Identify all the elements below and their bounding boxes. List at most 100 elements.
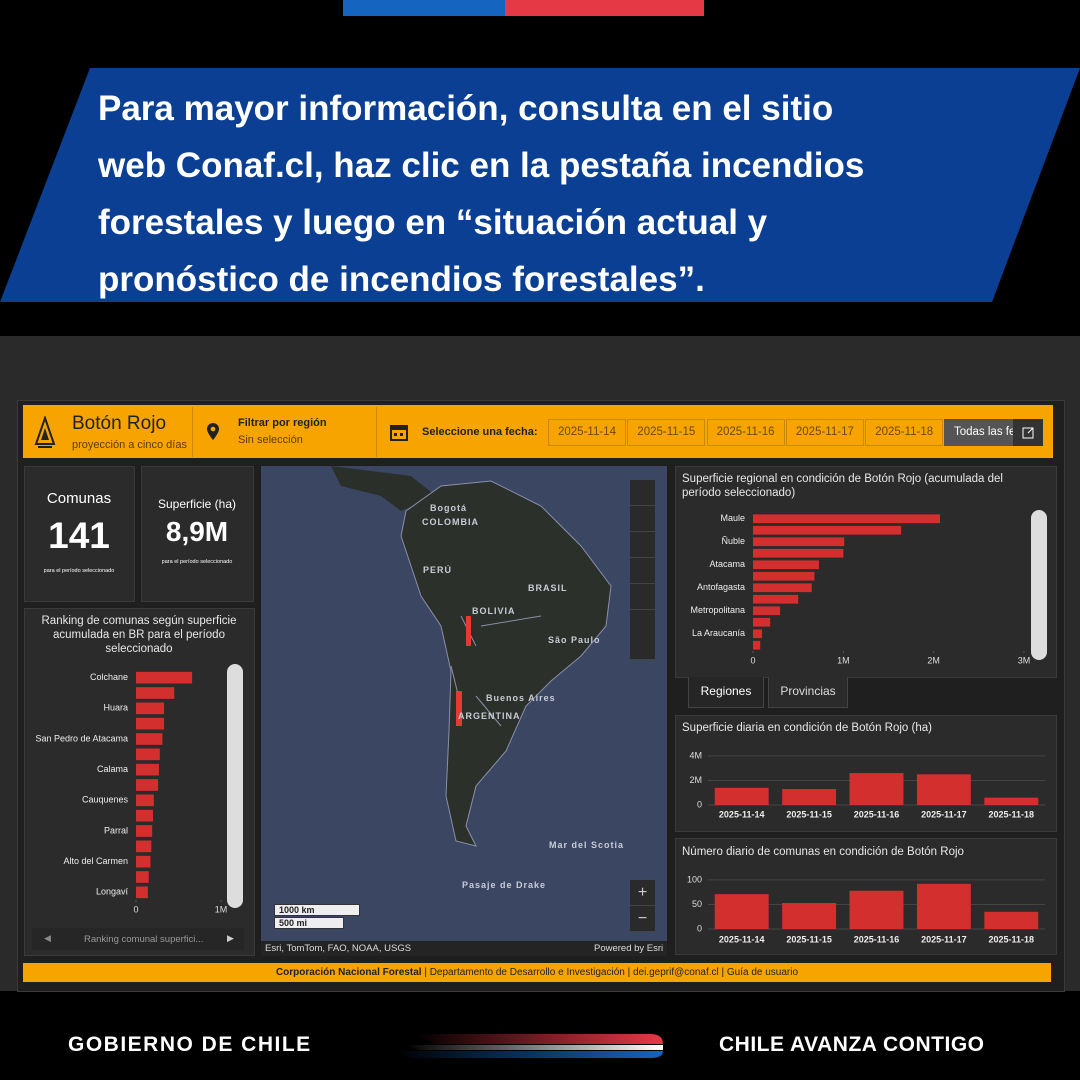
bar: [753, 525, 902, 535]
banner-line: Para mayor información, consulta en el s…: [98, 89, 834, 128]
x-tick-label: 1M: [837, 655, 850, 665]
bar: [753, 606, 781, 616]
bar: [136, 840, 152, 853]
bar: [849, 773, 904, 805]
flag-blue: [343, 0, 505, 16]
map-control[interactable]: [630, 584, 655, 610]
brand-right: CHILE AVANZA CONTIGO: [719, 1033, 985, 1056]
date-button[interactable]: 2025-11-14: [548, 419, 626, 446]
map-label: Mar Caribe: [420, 466, 477, 468]
bar: [136, 748, 160, 761]
bar: [984, 797, 1039, 805]
x-tick-label: 2025-11-16: [854, 934, 900, 944]
dashboard-header: [23, 405, 1053, 458]
bar: [136, 855, 151, 868]
footer-org[interactable]: Corporación Nacional Forestal: [275, 967, 422, 978]
scale-bar: 1000 km: [274, 904, 360, 916]
map-label: ARGENTINA: [458, 711, 521, 721]
date-button[interactable]: 2025-11-16: [706, 419, 785, 446]
scrollbar[interactable]: [227, 664, 243, 908]
category-label: Parral: [104, 825, 128, 835]
bar: [782, 789, 837, 805]
brand-left: GOBIERNO DE CHILE: [68, 1033, 312, 1056]
open-external[interactable]: [1013, 419, 1043, 446]
map-control[interactable]: [630, 480, 655, 506]
y-tick-label: 4M: [689, 750, 702, 760]
map-label: Mar del Scotia: [549, 840, 625, 850]
map-label: COLOMBIA: [422, 517, 479, 527]
filter-label[interactable]: Filtrar por región: [238, 417, 327, 429]
map-label: BOLIVIA: [472, 606, 516, 616]
chart: 0 2M 4M 2025-11-14 2025-11-15 2025-11-16 2025-…: [689, 750, 1045, 819]
category-label: Metropolitana: [690, 605, 745, 615]
zoom-out[interactable]: −: [630, 906, 655, 932]
powered-by: Powered by Esri: [594, 943, 664, 954]
attribution: Esri, TomTom, FAO, NOAA, USGS: [265, 943, 412, 954]
filter-value[interactable]: Sin selección: [238, 434, 303, 446]
map-control[interactable]: [630, 610, 655, 636]
bar: [849, 890, 904, 929]
bar: [782, 902, 837, 929]
map-control[interactable]: [630, 558, 655, 584]
logo: [34, 416, 56, 448]
dashboard-footer: Corporación Nacional Forestal | Departam…: [23, 963, 1051, 982]
nav-next[interactable]: ▶: [227, 933, 234, 943]
map-control[interactable]: [630, 532, 655, 558]
bar: [136, 886, 148, 899]
bar: [136, 825, 153, 837]
bar: [753, 514, 940, 524]
banner-text: Para mayor información, consulta en el s…: [98, 80, 864, 308]
x-tick-label: 0: [133, 904, 138, 914]
footer-links[interactable]: | Departamento de Desarrollo e Investiga…: [424, 967, 799, 978]
y-tick-label: 50: [692, 899, 702, 909]
category-label: Longaví: [96, 887, 129, 897]
date-button[interactable]: 2025-11-15: [627, 419, 706, 446]
date-button[interactable]: 2025-11-17: [785, 419, 864, 446]
bar: [753, 571, 815, 581]
y-tick-label: 0: [697, 923, 702, 933]
scrollbar[interactable]: [1031, 510, 1047, 660]
bar: [136, 794, 154, 807]
bar: [753, 640, 761, 650]
date-button[interactable]: 2025-11-18: [865, 419, 944, 446]
chart-title: Número diario de comunas en condición de…: [682, 846, 964, 858]
category-label: Ñuble: [721, 536, 745, 546]
tab[interactable]: Provincias: [768, 677, 848, 708]
x-tick-label: 2M: [927, 655, 940, 665]
banner-line: pronóstico de incendios forestales”.: [98, 260, 705, 299]
x-tick-label: 0: [750, 655, 755, 665]
bar: [136, 733, 163, 745]
nav-prev[interactable]: ◀: [44, 933, 51, 943]
date-label: Seleccione una fecha:: [422, 426, 538, 438]
map-label: PERÚ: [423, 565, 453, 575]
chart: 0 1M 2M 3M Maule Ñuble Atacama Antofagasta Metro…: [690, 513, 1030, 665]
attribution-bar: [261, 941, 667, 956]
bar: [916, 774, 971, 805]
map: [261, 466, 667, 956]
category-label: Alto del Carmen: [63, 856, 128, 866]
banner-line: forestales y luego en “situación actual …: [98, 203, 768, 242]
x-tick-label: 2025-11-17: [921, 809, 967, 819]
bar: [714, 787, 769, 805]
pin-icon: [207, 423, 219, 440]
category-label: Huara: [103, 703, 128, 713]
divider: [376, 407, 377, 457]
bar: [753, 548, 844, 558]
x-tick-label: 1M: [215, 904, 228, 914]
zoom-in[interactable]: +: [630, 880, 655, 906]
brand-stripe: [395, 1034, 663, 1058]
kpi-card: [24, 466, 135, 602]
kpi-card: [141, 466, 254, 602]
map-control[interactable]: [630, 634, 655, 660]
bar: [753, 617, 771, 627]
bar: [136, 763, 159, 776]
y-tick-label: 100: [687, 874, 702, 884]
bar: [136, 779, 159, 791]
tab[interactable]: Regiones: [688, 677, 764, 708]
category-label: Calama: [97, 764, 128, 774]
bar: [136, 871, 149, 883]
scale-bar: 500 mi: [274, 917, 344, 929]
map-control[interactable]: [630, 506, 655, 532]
x-tick-label: 2025-11-14: [719, 809, 765, 819]
y-tick-label: 0: [697, 799, 702, 809]
